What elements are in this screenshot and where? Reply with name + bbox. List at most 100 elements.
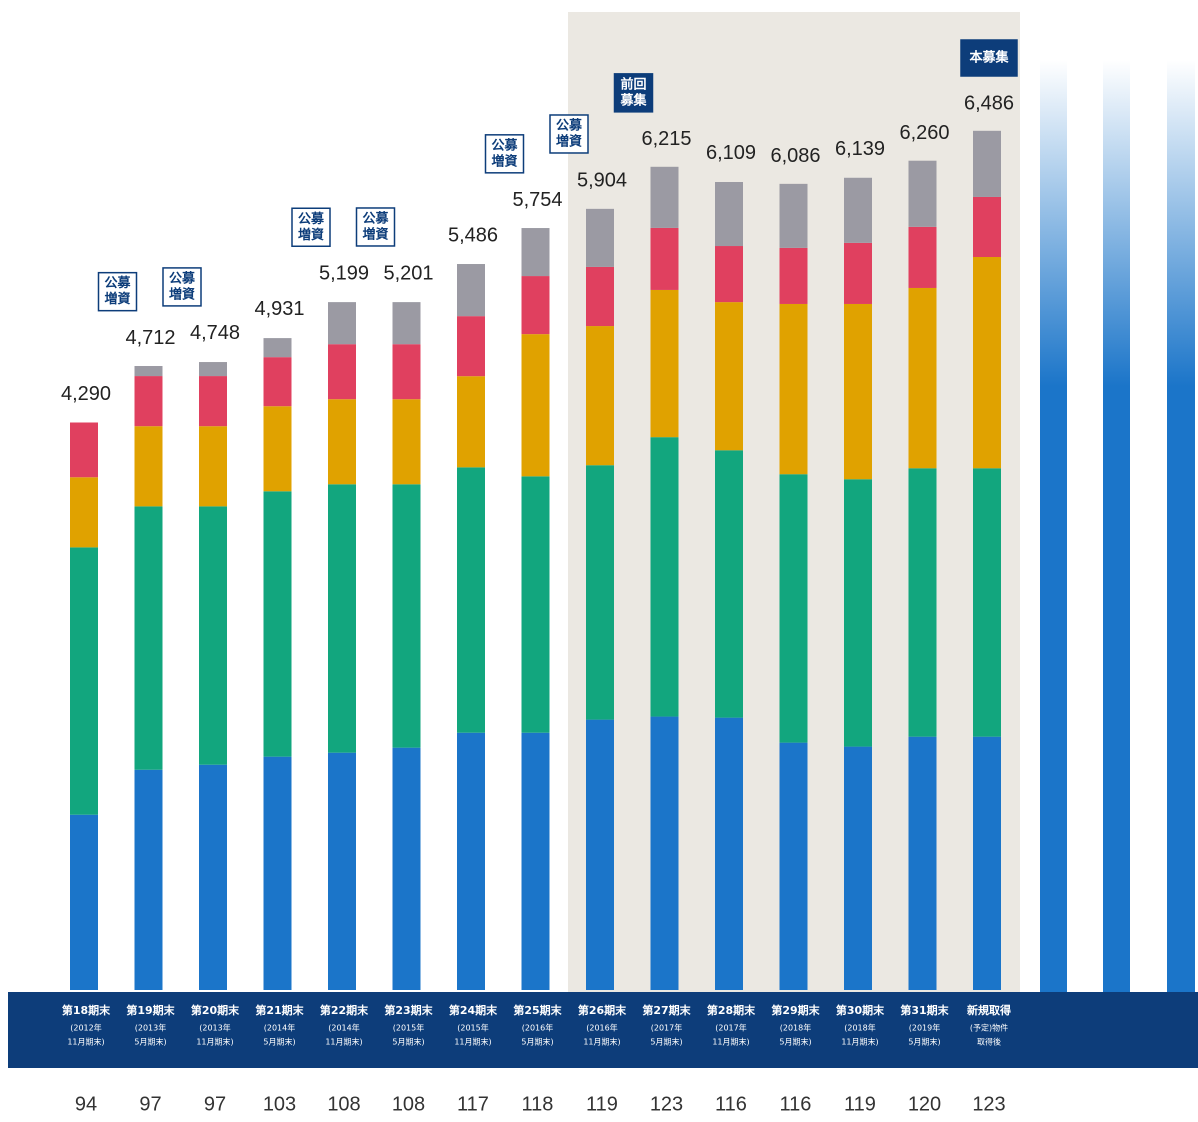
bar-segment [715, 450, 743, 718]
category-sublabel: 5月期末) [263, 1037, 295, 1047]
bar-segment [70, 422, 98, 478]
category-label: 第22期末 [320, 1003, 369, 1017]
category-sublabel: 11月期末) [325, 1037, 362, 1047]
future-bar [1040, 60, 1067, 992]
category-sublabel: (2017年 [715, 1023, 746, 1033]
bar-segment [779, 303, 808, 475]
annotation-text: 増資 [298, 227, 324, 243]
bar-segment [134, 376, 163, 427]
bar-segment [973, 130, 1001, 197]
total-label: 5,199 [319, 263, 369, 285]
category-label: 第29期末 [771, 1003, 820, 1017]
category-label: 第27期末 [642, 1003, 691, 1017]
bar-segment [844, 242, 872, 304]
bar-segment [650, 289, 679, 438]
annotation-box [484, 134, 525, 174]
total-label: 4,290 [61, 383, 111, 405]
category-sublabel: 11月期末) [67, 1037, 104, 1047]
category-label: 第26期末 [578, 1003, 627, 1017]
category-sublabel: (2018年 [780, 1023, 811, 1033]
category-label: 第24期末 [449, 1003, 498, 1017]
total-label: 6,260 [899, 122, 949, 144]
category-sublabel: (予定)物件 [970, 1023, 1008, 1033]
bar-segment [457, 376, 485, 468]
bar-segment [586, 266, 614, 327]
bar-segment [973, 736, 1001, 990]
bar-segment [392, 302, 421, 345]
total-label: 6,486 [964, 92, 1014, 114]
bar-segment [328, 399, 356, 485]
annotation-text: 公募 [362, 210, 389, 226]
count-label: 118 [522, 1093, 554, 1115]
category-sublabel: 11月期末) [712, 1037, 749, 1047]
bar-segment [263, 338, 292, 358]
annotation-text: 公募 [298, 211, 325, 227]
annotation-text: 増資 [169, 286, 195, 302]
bar-segment [263, 406, 292, 492]
annotation-box [549, 114, 589, 154]
bar-segment [199, 506, 227, 765]
annotation-text: 公募 [556, 117, 583, 133]
total-label: 5,754 [512, 189, 562, 211]
bar-segment [586, 719, 614, 990]
category-sublabel: (2015年 [457, 1023, 488, 1033]
total-label: 4,748 [190, 322, 240, 344]
annotation-text: 増資 [362, 226, 388, 242]
bar-segment [779, 183, 808, 248]
count-label: 97 [139, 1093, 161, 1115]
bar-segment [908, 736, 937, 990]
bar-segment [908, 160, 937, 227]
bar-segment [715, 246, 743, 303]
bar-segment [457, 316, 485, 377]
bar-segment [715, 182, 743, 247]
category-band [8, 992, 1198, 1068]
total-label: 5,904 [577, 169, 627, 191]
count-label: 97 [204, 1093, 226, 1115]
annotation-box [960, 39, 1018, 77]
bar-segment [457, 264, 485, 317]
bar-segment [521, 276, 550, 335]
total-label: 6,215 [641, 128, 691, 150]
bar-segment [521, 334, 550, 477]
bar-segment [650, 437, 679, 717]
bar-segment [650, 166, 679, 228]
category-sublabel: 5月期末) [908, 1037, 940, 1047]
bar-segment [844, 303, 872, 480]
category-label: 第28期末 [707, 1003, 756, 1017]
bar-segment [70, 814, 98, 990]
bar-segment [134, 366, 163, 377]
bar-segment [263, 756, 292, 990]
annotation-box [613, 73, 654, 113]
bar-segment [328, 344, 356, 400]
category-label: 第31期末 [900, 1003, 949, 1017]
category-label: 第18期末 [62, 1003, 111, 1017]
bar-segment [70, 477, 98, 548]
count-label: 116 [715, 1093, 747, 1115]
bar-segment [521, 732, 550, 990]
category-sublabel: 11月期末) [196, 1037, 233, 1047]
bar-segment [457, 467, 485, 733]
future-bar [1167, 60, 1195, 992]
count-label: 103 [263, 1093, 296, 1115]
category-sublabel: (2018年 [844, 1023, 875, 1033]
bar-segment [650, 227, 679, 290]
category-sublabel: (2016年 [586, 1023, 617, 1033]
category-label: 第21期末 [255, 1003, 304, 1017]
bar-segment [199, 426, 227, 507]
count-label: 116 [780, 1093, 812, 1115]
annotation-text: 公募 [169, 270, 196, 286]
category-label: 第20期末 [191, 1003, 240, 1017]
bar-segment [457, 732, 485, 990]
category-sublabel: 5月期末) [134, 1037, 166, 1047]
total-label: 4,931 [254, 298, 304, 320]
category-sublabel: (2015年 [393, 1023, 424, 1033]
bar-segment [199, 376, 227, 427]
bar-segment [908, 468, 937, 737]
total-label: 4,712 [125, 327, 175, 349]
total-label: 5,201 [383, 262, 433, 284]
total-label: 6,086 [770, 145, 820, 167]
annotation-box [291, 207, 331, 248]
bar-segment [134, 506, 163, 770]
bar-segment [908, 226, 937, 288]
